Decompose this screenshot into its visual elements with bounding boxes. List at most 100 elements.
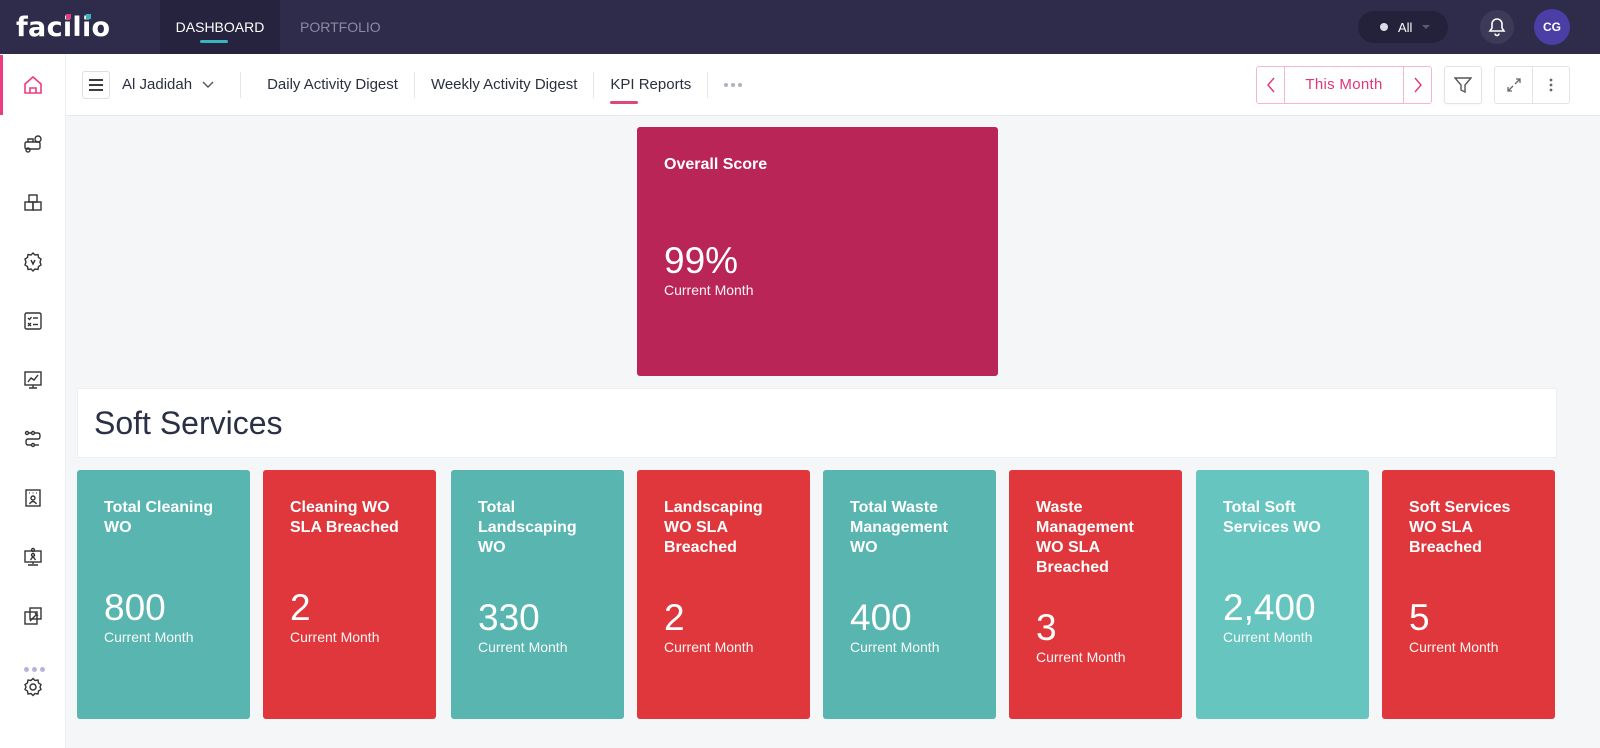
facilio-logo[interactable]: facilio: [0, 0, 150, 54]
view-actions: [1494, 65, 1570, 104]
tab-kpi-reports[interactable]: KPI Reports: [594, 54, 707, 116]
section-header: Soft Services: [77, 388, 1557, 458]
sidebar-item-services[interactable]: [0, 596, 66, 636]
sidebar-item-inventory[interactable]: [0, 183, 66, 223]
period-label[interactable]: This Month: [1305, 76, 1383, 93]
kpi-card-total-waste-management-wo[interactable]: Total Waste Management WO 400 Current Mont…: [823, 470, 996, 719]
visitor-kiosk-icon: [24, 547, 42, 566]
sidebar-item-home[interactable]: [0, 55, 66, 115]
card-title: Waste Management WO SLA Breached: [1036, 499, 1134, 576]
chevron-left-icon: [1266, 77, 1275, 92]
top-navigation-bar: facilio DASHBOARD PORTFOLIO All CG: [0, 0, 1600, 54]
card-subtitle: Current Month: [478, 639, 568, 655]
logo-accent-dot: [66, 14, 71, 19]
tab-weekly-activity-digest[interactable]: Weekly Activity Digest: [430, 76, 578, 93]
workflow-icon: [24, 430, 41, 448]
card-title: Total Waste Management WO: [850, 499, 948, 556]
service-tool-icon: [24, 607, 42, 625]
sidebar-item-analytics[interactable]: [0, 360, 66, 400]
sidebar-item-tenants[interactable]: [0, 478, 66, 518]
site-selector[interactable]: Al Jadidah: [122, 76, 214, 93]
card-subtitle: Current Month: [1409, 639, 1499, 655]
more-options-button[interactable]: [1532, 66, 1569, 103]
sidebar-item-visitors[interactable]: [0, 537, 66, 577]
section-title: Soft Services: [94, 404, 283, 441]
analytics-monitor-icon: [24, 371, 42, 389]
kpi-card-landscaping-sla-breached[interactable]: Landscaping WO SLA Breached 2 Current Mont…: [637, 470, 810, 719]
dashboard-header: Al Jadidah Daily Activity Digest Weekly …: [66, 54, 1600, 116]
kpi-card-soft-services-sla-breached[interactable]: Soft Services WO SLA Breached 5 Current Mo…: [1382, 470, 1555, 719]
divider: [707, 71, 709, 98]
card-title: Overall Score: [664, 156, 768, 173]
previous-period-button[interactable]: [1257, 66, 1285, 103]
tab-portfolio[interactable]: PORTFOLIO: [300, 19, 381, 35]
divider: [413, 71, 415, 98]
chevron-down-icon: [202, 81, 214, 88]
sidebar-item-settings[interactable]: [0, 667, 66, 707]
left-sidebar: [0, 54, 66, 748]
overall-score-card[interactable]: Overall Score 99% Current Month: [637, 127, 998, 376]
building-tenant-icon: [25, 489, 41, 507]
dashboard-controls: This Month: [1256, 65, 1570, 104]
card-title: Total Landscaping WO: [478, 499, 577, 556]
next-period-button[interactable]: [1403, 66, 1431, 103]
sidebar-item-inspections[interactable]: [0, 301, 66, 341]
more-tabs-button[interactable]: [724, 82, 743, 87]
logo-accent-dot: [86, 14, 91, 19]
site-name-label: Al Jadidah: [122, 76, 193, 93]
status-dot-icon: [1380, 23, 1388, 31]
card-value: 2: [290, 587, 311, 628]
card-title: Total Cleaning WO: [104, 499, 214, 536]
dashboard-list-toggle[interactable]: [82, 70, 110, 99]
sidebar-item-workflows[interactable]: [0, 419, 66, 459]
settings-gear-icon: [24, 677, 42, 697]
tab-dashboard[interactable]: DASHBOARD: [160, 0, 280, 54]
site-filter-value: All: [1398, 19, 1413, 35]
kpi-card-total-cleaning-wo[interactable]: Total Cleaning WO 800 Current Month: [77, 470, 250, 719]
card-subtitle: Current Month: [104, 629, 194, 645]
card-value: 5: [1409, 597, 1430, 638]
checklist-icon: [24, 312, 42, 330]
caret-down-icon: [1422, 25, 1431, 29]
card-title: Cleaning WO SLA Breached: [290, 499, 399, 536]
filter-button[interactable]: [1444, 65, 1482, 104]
fullscreen-button[interactable]: [1495, 67, 1532, 103]
card-value: 3: [1036, 607, 1057, 648]
kpi-card-total-soft-services-wo[interactable]: Total Soft Services WO 2,400 Current Mont…: [1196, 470, 1369, 719]
kpi-card-waste-management-sla-breached[interactable]: Waste Management WO SLA Breached 3 Current …: [1009, 470, 1182, 719]
maintenance-gear-wrench-icon: [24, 252, 42, 272]
sidebar-item-vendors[interactable]: [0, 124, 66, 164]
card-title: Soft Services WO SLA Breached: [1409, 499, 1511, 556]
card-value: 99%: [664, 240, 739, 281]
divider: [240, 71, 242, 98]
vertical-dots-icon: [1549, 78, 1553, 91]
card-subtitle: Current Month: [290, 629, 380, 645]
card-subtitle: Current Month: [664, 639, 754, 655]
period-selector: This Month: [1256, 65, 1432, 104]
kpi-card-cleaning-sla-breached[interactable]: Cleaning WO SLA Breached 2 Current Month: [263, 470, 436, 719]
home-icon: [24, 75, 42, 94]
card-value: 2: [664, 597, 685, 638]
top-right-controls: All CG: [1358, 0, 1600, 54]
kpi-card-total-landscaping-wo[interactable]: Total Landscaping WO 330 Current Month: [451, 470, 624, 719]
card-subtitle: Current Month: [1223, 629, 1313, 645]
filter-icon: [1454, 76, 1472, 93]
card-value: 800: [104, 587, 166, 628]
user-avatar[interactable]: CG: [1534, 9, 1570, 45]
more-modules-button[interactable]: [24, 667, 45, 672]
card-value: 330: [478, 597, 540, 638]
sidebar-item-maintenance[interactable]: [0, 242, 66, 282]
hamburger-menu-icon: [89, 78, 103, 91]
card-title: Total Soft Services WO: [1223, 499, 1321, 536]
chevron-right-icon: [1413, 77, 1422, 92]
tab-daily-activity-digest[interactable]: Daily Activity Digest: [267, 76, 398, 93]
site-filter-dropdown[interactable]: All: [1358, 11, 1448, 43]
card-subtitle: Current Month: [1036, 649, 1126, 665]
card-value: 2,400: [1223, 587, 1316, 628]
card-title: Landscaping WO SLA Breached: [664, 499, 763, 556]
inventory-boxes-icon: [24, 194, 42, 211]
card-subtitle: Current Month: [850, 639, 940, 655]
divider: [593, 71, 595, 98]
logo-text: facilio: [16, 11, 111, 43]
notifications-button[interactable]: [1480, 10, 1514, 44]
